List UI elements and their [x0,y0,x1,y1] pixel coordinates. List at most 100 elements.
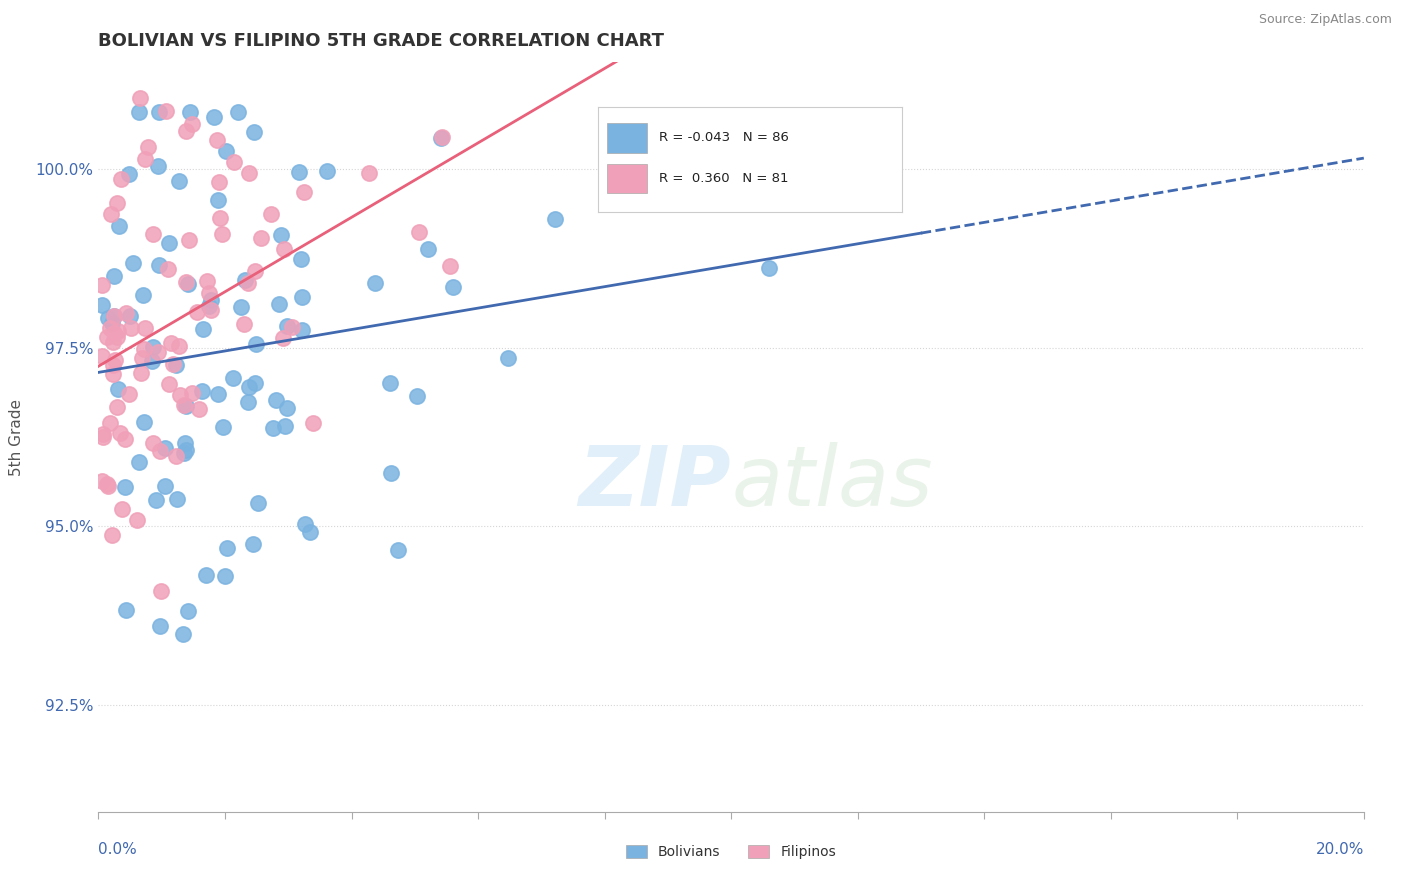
Point [114,480,136,494]
Point [148,258,170,272]
Point [291,290,314,304]
Point [232,317,254,331]
Point [260,207,283,221]
Point [197,300,219,314]
Text: atlas: atlas [731,442,932,523]
Point [100,207,122,221]
Point [191,321,214,335]
Point [157,377,180,392]
Point [166,492,188,507]
Point [97,479,120,493]
Point [101,316,124,330]
Point [378,376,401,390]
Text: ZIP: ZIP [578,442,731,523]
Point [222,370,245,384]
Point [159,235,181,250]
Point [186,305,208,319]
Point [111,501,134,516]
Point [132,415,155,429]
Point [231,301,253,315]
Point [262,420,284,434]
Point [276,401,298,415]
Point [146,160,169,174]
Point [167,174,190,188]
Point [98,416,121,430]
Point [107,382,129,396]
Point [114,433,136,447]
Point [271,331,294,345]
Point [114,306,136,320]
Point [441,280,464,294]
Point [315,164,337,178]
Point [172,626,194,640]
Point [176,275,198,289]
Point [131,288,153,302]
Point [226,105,249,120]
Point [91,426,114,441]
Point [125,513,148,527]
Point [129,91,152,105]
Point [197,285,219,300]
Point [292,185,315,199]
Point [96,330,118,344]
Point [174,124,197,138]
Point [98,321,121,335]
Point [416,242,439,256]
Point [173,446,195,460]
Point [264,392,287,407]
Point [269,297,291,311]
Point [212,420,235,434]
Point [141,436,163,450]
Text: 20.0%: 20.0% [1316,842,1364,856]
Point [141,354,163,368]
Point [202,110,225,124]
Point [145,493,167,508]
Point [200,293,222,308]
Point [181,386,204,401]
Point [245,336,267,351]
Point [160,336,183,351]
Point [281,320,304,334]
Point [238,167,260,181]
Point [142,340,165,354]
Point [242,125,264,139]
Point [156,261,179,276]
Point [90,297,112,311]
Point [294,516,316,531]
Point [302,416,325,430]
Point [128,455,150,469]
Point [270,227,292,242]
Point [108,425,131,440]
Text: Source: ZipAtlas.com: Source: ZipAtlas.com [1258,13,1392,27]
Point [387,543,409,558]
Point [148,345,170,359]
Point [173,398,195,412]
Point [273,242,295,256]
Point [236,395,259,409]
Point [364,277,387,291]
Point [117,386,139,401]
Y-axis label: 5th Grade: 5th Grade [10,399,24,475]
Point [103,269,125,284]
Point [136,140,159,154]
Point [711,128,734,142]
Point [155,103,177,118]
Point [134,152,156,166]
Point [191,384,214,398]
Point [246,496,269,510]
Point [544,212,567,227]
Text: 0.0%: 0.0% [98,842,138,856]
Point [276,319,298,334]
Point [207,193,229,207]
Point [405,389,427,403]
Point [222,155,245,169]
Point [153,479,176,493]
Point [103,335,125,350]
Point [217,541,239,556]
Point [103,309,125,323]
Point [103,309,125,323]
Point [176,277,198,292]
Point [149,619,172,633]
Point [107,324,129,338]
Point [101,358,124,372]
